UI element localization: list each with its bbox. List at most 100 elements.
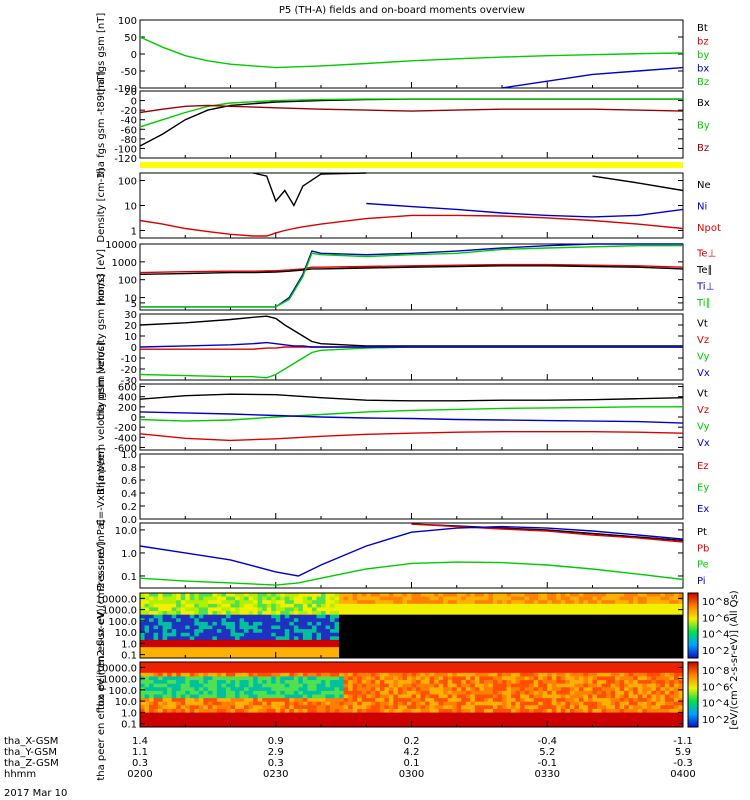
heatmap-cell: [660, 672, 666, 677]
heatmap-cell: [434, 647, 440, 652]
heatmap-cell: [492, 669, 498, 674]
heatmap-cell: [583, 654, 589, 659]
heatmap-cell: [311, 662, 317, 667]
heatmap-cell: [379, 698, 385, 703]
heatmap-cell: [560, 654, 566, 659]
heatmap-cell: [678, 603, 684, 608]
heatmap-cell: [248, 607, 254, 612]
heatmap-cell: [262, 723, 268, 728]
heatmap-cell: [248, 708, 254, 713]
heatmap-cell: [624, 596, 630, 601]
heatmap-cell: [375, 705, 381, 710]
heatmap-cell: [257, 719, 263, 724]
heatmap-cell: [171, 701, 177, 706]
heatmap-cell: [664, 694, 670, 699]
heatmap-cell: [651, 647, 657, 652]
heatmap-cell: [628, 719, 634, 724]
heatmap-cell: [316, 629, 322, 634]
heatmap-cell: [339, 639, 345, 644]
heatmap-cell: [275, 701, 281, 706]
heatmap-cell: [194, 672, 200, 677]
heatmap-cell: [352, 676, 358, 681]
heatmap-cell: [646, 625, 652, 630]
heatmap-cell: [452, 621, 458, 626]
heatmap-cell: [492, 600, 498, 605]
heatmap-cell: [606, 618, 612, 623]
heatmap-cell: [479, 647, 485, 652]
heatmap-cell: [348, 698, 354, 703]
heatmap-cell: [144, 629, 150, 634]
heatmap-cell: [402, 611, 408, 616]
heatmap-cell: [316, 618, 322, 623]
heatmap-cell: [189, 712, 195, 717]
heatmap-cell: [167, 662, 173, 667]
heatmap-cell: [212, 647, 218, 652]
heatmap-cell: [547, 716, 553, 721]
heatmap-cell: [339, 708, 345, 713]
heatmap-cell: [176, 621, 182, 626]
heatmap-cell: [524, 618, 530, 623]
heatmap-cell: [601, 672, 607, 677]
heatmap-cell: [185, 676, 191, 681]
heatmap-cell: [565, 636, 571, 641]
heatmap-cell: [198, 593, 204, 598]
heatmap-cell: [511, 632, 516, 637]
heatmap-cell: [533, 618, 539, 623]
heatmap-cell: [212, 643, 218, 648]
heatmap-cell: [321, 603, 326, 608]
heatmap-cell: [180, 614, 186, 619]
heatmap-cell: [678, 716, 684, 721]
heatmap-cell: [239, 636, 245, 641]
heatmap-cell: [375, 701, 381, 706]
heatmap-cell: [470, 593, 476, 598]
heatmap-cell: [438, 647, 444, 652]
heatmap-cell: [153, 665, 159, 670]
heatmap-cell: [293, 708, 299, 713]
heatmap-cell: [583, 650, 589, 655]
heatmap-cell: [158, 698, 164, 703]
heatmap-cell: [597, 618, 602, 623]
heatmap-cell: [248, 636, 254, 641]
heatmap-cell: [334, 719, 340, 724]
heatmap-cell: [307, 629, 313, 634]
heatmap-cell: [606, 683, 612, 688]
heatmap-cell: [520, 723, 526, 728]
heatmap-cell: [569, 694, 575, 699]
heatmap-cell: [162, 676, 168, 681]
heatmap-cell: [574, 698, 580, 703]
heatmap-cell: [230, 621, 236, 626]
heatmap-cell: [615, 593, 621, 598]
heatmap-cell: [235, 607, 240, 612]
heatmap-cell: [587, 654, 593, 659]
heatmap-cell: [216, 618, 222, 623]
heatmap-cell: [225, 636, 231, 641]
heatmap-cell: [583, 611, 589, 616]
heatmap-cell: [587, 636, 593, 641]
heatmap-cell: [488, 654, 494, 659]
heatmap-cell: [203, 614, 209, 619]
heatmap-cell: [307, 647, 313, 652]
heatmap-cell: [434, 632, 440, 637]
heatmap-cell: [316, 662, 322, 667]
heatmap-cell: [479, 593, 485, 598]
heatmap-cell: [375, 723, 381, 728]
heatmap-cell: [438, 621, 444, 626]
heatmap-cell: [194, 676, 200, 681]
heatmap-cell: [515, 636, 521, 641]
heatmap-cell: [560, 672, 566, 677]
heatmap-cell: [144, 654, 150, 659]
heatmap-cell: [434, 705, 440, 710]
heatmap-cell: [551, 607, 557, 612]
heatmap-cell: [624, 632, 630, 637]
heatmap-cell: [207, 690, 213, 695]
heatmap-cell: [140, 716, 145, 721]
heatmap-cell: [375, 647, 381, 652]
ephem-value: -0.3: [673, 758, 693, 769]
heatmap-cell: [194, 690, 200, 695]
heatmap-cell: [597, 629, 602, 634]
heatmap-cell: [678, 593, 684, 598]
heatmap-cell: [533, 636, 539, 641]
heatmap-cell: [253, 712, 259, 717]
heatmap-cell: [339, 712, 345, 717]
heatmap-cell: [289, 593, 295, 598]
